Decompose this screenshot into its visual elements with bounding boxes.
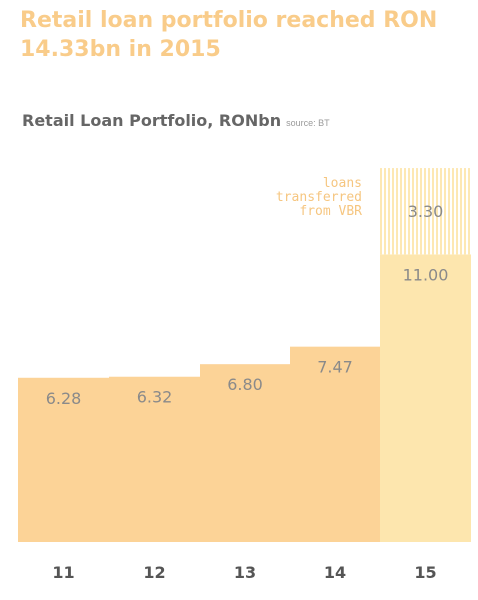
data-label-transferred-15: 3.30 — [408, 202, 444, 221]
x-tick-14: 14 — [324, 563, 346, 582]
annotation-line-3: from VBR — [299, 204, 362, 219]
x-tick-13: 13 — [234, 563, 256, 582]
bar-12 — [109, 376, 200, 542]
data-label-14: 7.47 — [317, 358, 353, 377]
annotation-line-2: transferred — [276, 190, 362, 205]
headline: Retail loan portfolio reached RON 14.33b… — [20, 8, 438, 62]
x-tick-15: 15 — [414, 563, 436, 582]
data-label-15: 11.00 — [403, 265, 449, 284]
chart-source: source: BT — [286, 118, 330, 128]
data-label-13: 6.80 — [227, 375, 263, 394]
bar-transferred-15 — [380, 168, 471, 255]
bar-11 — [18, 377, 109, 542]
bar-15 — [380, 254, 471, 542]
chart-title: Retail Loan Portfolio, RONbn source: BT — [22, 111, 330, 130]
x-tick-12: 12 — [143, 563, 165, 582]
chart-title-text: Retail Loan Portfolio, RONbn — [22, 111, 282, 130]
bar-13 — [200, 364, 290, 542]
bar-14 — [290, 346, 380, 542]
data-label-11: 6.28 — [46, 389, 82, 408]
x-tick-11: 11 — [52, 563, 74, 582]
data-label-12: 6.32 — [137, 388, 173, 407]
annotation-line-1: loans — [323, 176, 362, 191]
